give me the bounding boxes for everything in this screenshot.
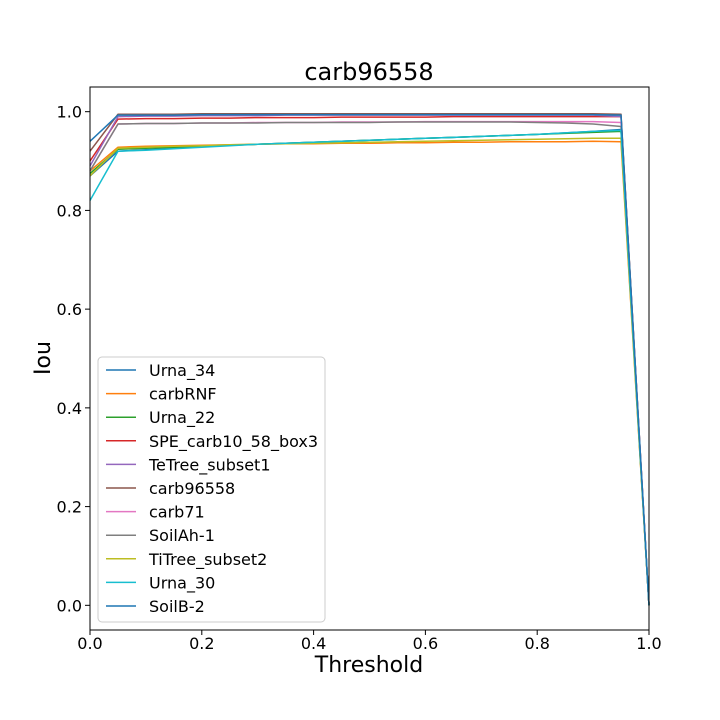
series-line-5 xyxy=(89,112,650,606)
legend-label-5: carb96558 xyxy=(149,479,235,498)
series-line-10 xyxy=(89,113,650,606)
x-tick-label: 0.2 xyxy=(189,634,214,653)
legend-label-2: Urna_22 xyxy=(149,408,215,428)
y-axis-ticks: 0.0 0.2 0.4 0.6 0.8 1.0 xyxy=(57,103,90,615)
legend-label-7: SoilAh-1 xyxy=(149,526,215,545)
x-tick-label: 0.8 xyxy=(524,634,549,653)
legend: Urna_34 carbRNF Urna_22 SPE_carb10_58_box3 T… xyxy=(97,356,326,623)
legend-label-9: Urna_30 xyxy=(149,573,215,593)
x-axis-title: Threshold xyxy=(314,653,423,678)
legend-label-3: SPE_carb10_58_box3 xyxy=(149,432,318,452)
plot-frame xyxy=(89,86,650,631)
legend-label-1: carbRNF xyxy=(149,385,217,404)
series-line-3 xyxy=(89,115,650,606)
chart-title: carb96558 xyxy=(304,58,433,86)
y-tick-label: 0.4 xyxy=(57,399,82,418)
series-line-7 xyxy=(89,121,650,606)
x-tick-label: 0.4 xyxy=(301,634,326,653)
legend-label-6: carb71 xyxy=(149,503,205,522)
series-line-9 xyxy=(89,129,650,606)
y-tick-label: 0.2 xyxy=(57,498,82,517)
x-tick-label: 0.0 xyxy=(77,634,102,653)
legend-label-0: Urna_34 xyxy=(149,361,215,381)
y-axis-title: Iou xyxy=(31,341,56,375)
legend-box xyxy=(97,356,326,623)
x-tick-label: 1.0 xyxy=(636,634,661,653)
legend-label-8: TiTree_subset2 xyxy=(148,550,267,570)
legend-label-4: TeTree_subset1 xyxy=(148,455,271,475)
y-tick-label: 0.6 xyxy=(57,300,82,319)
x-tick-label: 0.6 xyxy=(413,634,438,653)
y-tick-label: 0.0 xyxy=(57,596,82,615)
series-layer xyxy=(89,112,650,606)
series-line-8 xyxy=(89,137,650,606)
y-tick-label: 0.8 xyxy=(57,201,82,220)
legend-label-10: SoilB-2 xyxy=(149,597,205,616)
y-tick-label: 1.0 xyxy=(57,103,82,122)
x-axis-ticks: 0.0 0.2 0.4 0.6 0.8 1.0 xyxy=(77,630,662,653)
